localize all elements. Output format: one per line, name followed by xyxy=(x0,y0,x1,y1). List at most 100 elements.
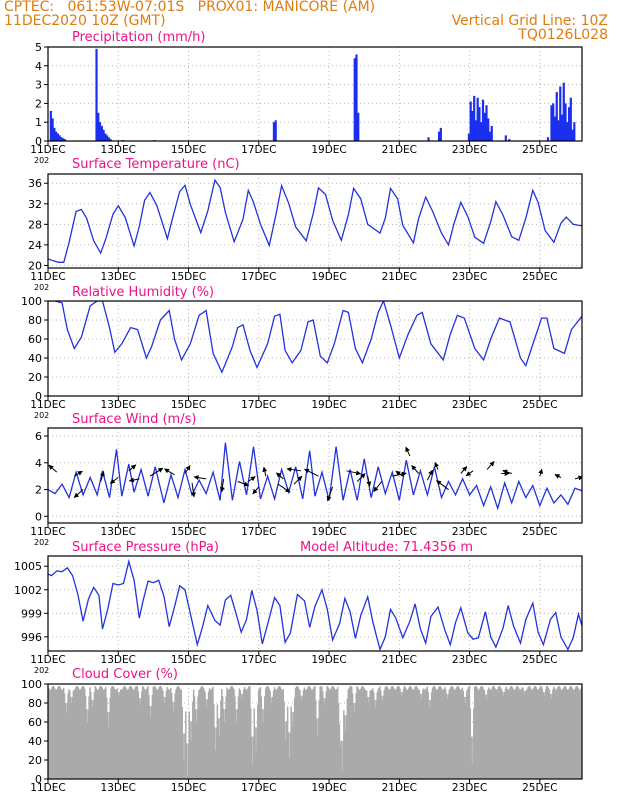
precip-bar xyxy=(97,112,100,141)
cloud-bar xyxy=(548,689,551,779)
cloud-bar xyxy=(323,704,326,779)
x-tick-label: 17DEC xyxy=(241,782,276,794)
precip-bar xyxy=(560,114,564,141)
cloud-bar xyxy=(206,706,208,779)
y-tick-label: 80 xyxy=(28,314,42,327)
cloud-bar xyxy=(353,712,356,779)
cloud-bar xyxy=(138,698,140,779)
cloud-bar xyxy=(410,687,413,779)
panel-frame xyxy=(47,173,583,269)
cloud-bar xyxy=(528,685,530,779)
y-tick-label: 80 xyxy=(28,697,42,710)
cloud-bar xyxy=(86,722,89,779)
y-tick-label: 4 xyxy=(35,60,42,73)
cloud-bar xyxy=(409,686,412,779)
cloud-bar xyxy=(75,687,77,779)
cloud-bar xyxy=(447,693,450,779)
cloud-bar xyxy=(215,727,218,779)
wind-arrow xyxy=(502,469,512,475)
x-tick-label: 19DEC xyxy=(311,271,346,283)
x-tick-label: 13DEC xyxy=(101,526,136,538)
cloud-bar xyxy=(560,688,562,779)
y-tick-label: 24 xyxy=(28,239,42,252)
cloud-bar xyxy=(88,696,90,779)
cloud-bar xyxy=(336,689,338,779)
cloud-bar xyxy=(52,685,54,779)
cloud-bar xyxy=(168,690,170,779)
cloud-bar xyxy=(314,685,316,779)
cloud-bar xyxy=(521,687,523,779)
cloud-bar xyxy=(63,693,66,779)
cloud-bar xyxy=(578,689,580,779)
cloud-bar xyxy=(223,722,226,779)
wind-arrow xyxy=(304,468,319,477)
cloud-bar xyxy=(390,687,393,779)
cloud-bar xyxy=(305,690,307,779)
cloud-bar xyxy=(538,687,541,779)
cloud-bar xyxy=(64,703,67,779)
cloud-bar xyxy=(97,690,99,779)
cloud-bar xyxy=(350,685,352,779)
wind-arrow xyxy=(237,481,250,487)
panel-frame xyxy=(47,300,583,397)
cloud-bar xyxy=(101,688,104,779)
cloud-bar xyxy=(62,687,65,779)
cloud-bar xyxy=(234,696,236,779)
wind-arrow xyxy=(247,476,256,482)
cloud-bar xyxy=(84,688,86,779)
cloud-bar xyxy=(354,703,357,779)
cloud-bar xyxy=(446,698,449,779)
precip-bar xyxy=(102,129,105,141)
cloud-bar xyxy=(450,686,452,779)
cloud-bar xyxy=(566,689,568,779)
x-tick-label: 17DEC xyxy=(241,654,276,666)
precip-bar xyxy=(467,133,471,141)
wind-arrow xyxy=(73,489,84,498)
cloud-bar xyxy=(148,694,150,779)
cloud-bar xyxy=(549,693,551,779)
precip-bar xyxy=(63,139,67,141)
cloud-bar xyxy=(395,688,398,779)
x-tick-label: 25DEC xyxy=(522,399,557,411)
cloud-bar xyxy=(387,687,389,779)
cloud-bar xyxy=(96,689,98,779)
x-year-stub: 202 xyxy=(34,411,49,420)
plot-area xyxy=(48,442,582,511)
cloud-bar xyxy=(325,691,328,779)
wind-arrow xyxy=(434,462,440,470)
cloud-bar xyxy=(286,721,288,779)
cloud-bar xyxy=(131,688,133,779)
cloud-bar xyxy=(428,699,430,779)
cloud-bar xyxy=(335,690,337,779)
wind-arrow xyxy=(164,468,175,476)
cloud-bar xyxy=(226,687,228,779)
y-tick-label: 2 xyxy=(35,97,42,110)
cloud-bar xyxy=(60,688,62,779)
x-tick-label: 13DEC xyxy=(101,399,136,411)
cloud-bar xyxy=(454,689,457,779)
cloud-bar xyxy=(464,703,466,779)
cloud-bar xyxy=(289,732,292,779)
panel-2: 20 24 28 32 36 11DEC 13DEC 15DEC 17DEC 19DEC 21DEC… xyxy=(28,157,583,292)
cloud-bar xyxy=(130,686,133,779)
x-tick-label: 23DEC xyxy=(452,399,487,411)
cloud-bar xyxy=(135,685,138,779)
cloud-bar xyxy=(416,686,418,779)
cloud-bar xyxy=(525,689,528,779)
cloud-bar xyxy=(479,688,481,779)
cloud-bar xyxy=(237,696,240,779)
cloud-bar xyxy=(129,685,132,779)
x-tick-label: 21DEC xyxy=(382,782,417,794)
cloud-bar xyxy=(199,689,201,779)
cloud-bar xyxy=(565,687,567,779)
x-year-stub: 202 xyxy=(34,666,49,675)
cloud-bar xyxy=(98,689,100,779)
cloud-bar xyxy=(151,694,154,779)
cloud-bar xyxy=(421,693,423,779)
cloud-bar xyxy=(437,689,439,779)
cloud-bar xyxy=(376,692,378,779)
x-tick-label: 21DEC xyxy=(382,271,417,283)
cloud-bar xyxy=(83,686,85,779)
x-tick-label: 19DEC xyxy=(311,399,346,411)
cloud-bar xyxy=(163,696,165,779)
